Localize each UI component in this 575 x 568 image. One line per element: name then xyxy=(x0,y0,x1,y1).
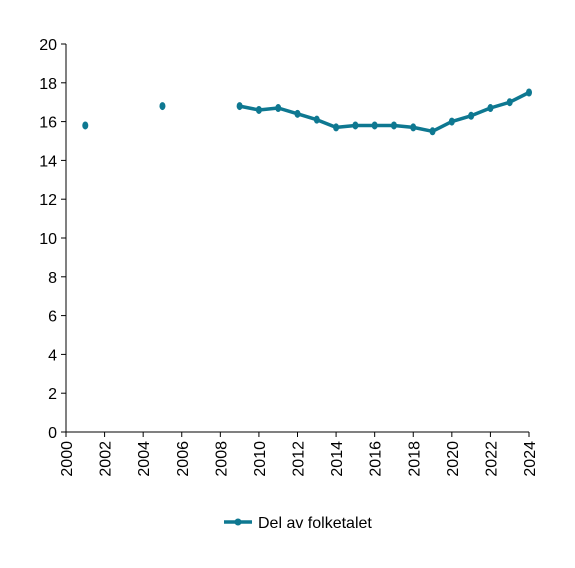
legend-label: Del av folketalet xyxy=(258,515,372,532)
data-point xyxy=(390,121,397,130)
data-point xyxy=(236,102,243,111)
data-point xyxy=(294,109,301,118)
y-tick-label: 0 xyxy=(48,425,57,442)
data-point xyxy=(487,104,494,113)
series-line xyxy=(239,90,530,134)
x-tick-label: 2010 xyxy=(252,441,269,477)
x-tick-label: 2002 xyxy=(98,441,115,477)
x-tick-label: 2016 xyxy=(368,441,385,477)
legend-point-marker xyxy=(234,518,242,526)
y-tick-label: 2 xyxy=(48,386,57,403)
x-tick-label: 2020 xyxy=(445,441,462,477)
data-point xyxy=(352,121,359,130)
data-point xyxy=(313,115,320,124)
x-axis: 2000 2002 2004 2006 2008 2010 2012 2014 2016 2018… xyxy=(59,431,539,477)
y-tick-label: 8 xyxy=(48,270,57,287)
data-point xyxy=(275,104,282,113)
x-tick-label: 2014 xyxy=(329,441,346,477)
y-tick-label: 14 xyxy=(39,153,57,170)
y-tick-label: 18 xyxy=(39,76,57,93)
x-tick-label: 2004 xyxy=(136,441,153,477)
x-tick-label: 2024 xyxy=(522,441,539,477)
data-point xyxy=(448,117,455,126)
data-point xyxy=(82,121,89,130)
x-tick-label: 2022 xyxy=(483,441,500,477)
y-tick-label: 16 xyxy=(39,115,57,132)
y-tick-label: 10 xyxy=(39,231,57,248)
x-tick-label: 2008 xyxy=(213,441,230,477)
x-tick-label: 2006 xyxy=(175,441,192,477)
y-tick-label: 20 xyxy=(39,37,57,54)
data-point xyxy=(506,98,513,107)
y-tick-label: 12 xyxy=(39,192,57,209)
data-point xyxy=(333,123,340,132)
y-tick-label: 4 xyxy=(48,347,57,364)
data-point xyxy=(159,102,166,111)
legend: Del av folketalet xyxy=(224,515,372,532)
data-point xyxy=(371,121,378,130)
data-point xyxy=(526,88,532,97)
series-plot xyxy=(82,88,532,136)
data-point xyxy=(410,123,417,132)
x-tick-label: 2000 xyxy=(59,441,76,477)
y-tick-label: 6 xyxy=(48,309,57,326)
data-point xyxy=(255,105,262,114)
x-tick-label: 2012 xyxy=(291,441,308,477)
y-axis: 0 2 4 6 8 10 12 14 16 18 20 xyxy=(39,37,67,442)
data-point xyxy=(468,111,475,120)
data-point xyxy=(429,127,436,136)
x-tick-label: 2018 xyxy=(406,441,423,477)
